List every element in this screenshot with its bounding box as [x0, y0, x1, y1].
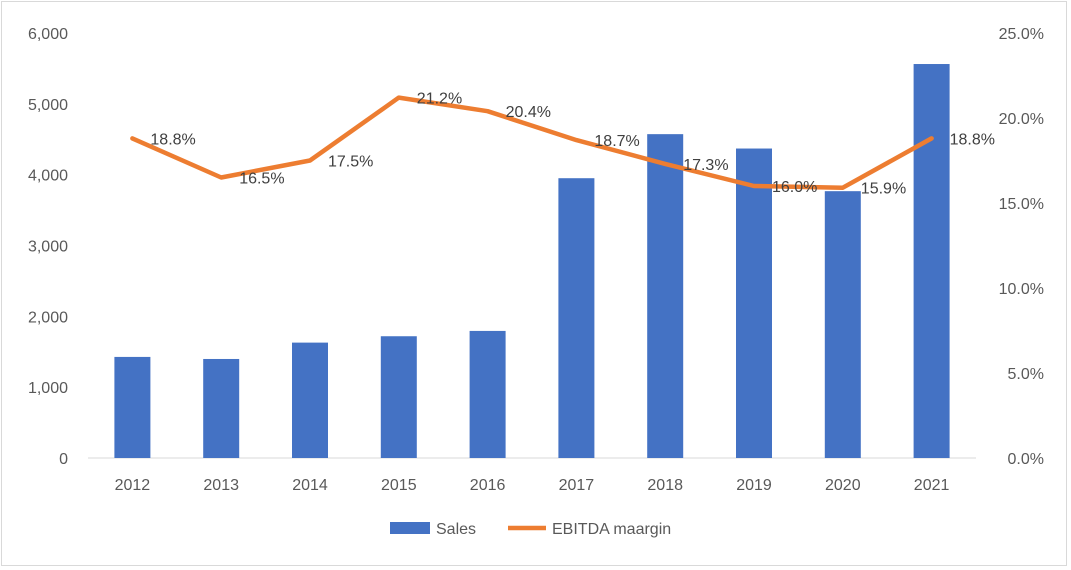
bar-sales-2019 [736, 148, 772, 458]
x-tick-label: 2020 [825, 477, 861, 494]
y-right-tick-label: 20.0% [999, 111, 1044, 128]
y-left-tick-label: 6,000 [28, 26, 68, 43]
y-left-tick-label: 5,000 [28, 97, 68, 114]
legend-label-ebitda: EBITDA maargin [552, 521, 671, 538]
y-right-tick-label: 5.0% [1008, 366, 1044, 383]
x-tick-label: 2018 [647, 477, 683, 494]
y-right-tick-label: 10.0% [999, 281, 1044, 298]
bar-sales-2017 [558, 178, 595, 459]
bar-sales-2021 [913, 64, 950, 459]
data-label-ebitda: 16.0% [772, 179, 817, 196]
x-tick-label: 2016 [470, 477, 506, 494]
y-left-tick-label: 4,000 [28, 168, 68, 185]
bar-sales-2016 [469, 330, 506, 458]
legend-label-sales: Sales [436, 521, 476, 538]
y-right-tick-label: 25.0% [999, 26, 1044, 43]
data-label-ebitda: 16.5% [239, 171, 284, 188]
bar-sales-2013 [203, 358, 240, 458]
data-label-ebitda: 17.5% [328, 154, 373, 171]
y-left-tick-label: 2,000 [28, 309, 68, 326]
bar-sales-2018 [647, 134, 684, 458]
x-tick-label: 2019 [736, 477, 772, 494]
data-label-ebitda: 21.2% [417, 91, 462, 108]
data-label-ebitda: 15.9% [861, 181, 906, 198]
y-left-tick-label: 1,000 [28, 380, 68, 397]
y-right-tick-label: 0.0% [1008, 451, 1044, 468]
y-left-tick-label: 3,000 [28, 239, 68, 256]
x-tick-label: 2014 [292, 477, 328, 494]
y-left-tick-label: 0 [59, 451, 68, 468]
x-tick-label: 2015 [381, 477, 417, 494]
bar-sales-2015 [380, 336, 417, 458]
legend-swatch-sales [390, 522, 430, 534]
x-tick-label: 2021 [914, 477, 950, 494]
data-label-ebitda: 18.8% [950, 131, 995, 148]
data-label-ebitda: 17.3% [683, 157, 728, 174]
data-label-ebitda: 18.7% [594, 133, 639, 150]
x-tick-label: 2013 [203, 477, 239, 494]
bar-sales-2012 [114, 356, 151, 458]
x-tick-label: 2017 [559, 477, 595, 494]
y-right-tick-label: 15.0% [999, 196, 1044, 213]
bar-sales-2014 [292, 342, 328, 458]
data-label-ebitda: 20.4% [506, 104, 551, 121]
x-tick-label: 2012 [115, 477, 151, 494]
bar-sales-2020 [824, 191, 861, 458]
data-label-ebitda: 18.8% [150, 131, 195, 148]
line-ebitda-margin [130, 95, 934, 190]
